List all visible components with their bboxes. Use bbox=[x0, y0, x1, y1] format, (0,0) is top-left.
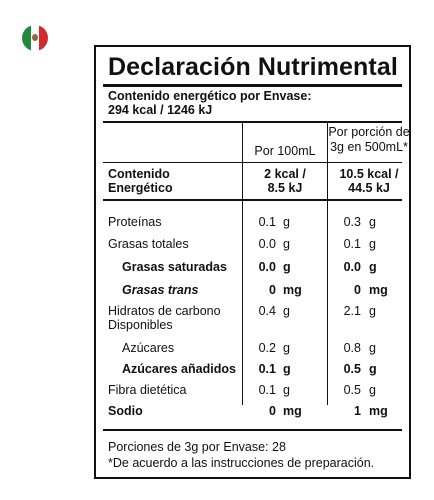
hidratos-portion: 2.1 bbox=[343, 304, 361, 318]
hidratos-per100: 0.4 bbox=[258, 304, 276, 318]
fibra-per100: 0.1 bbox=[258, 383, 276, 397]
nutrition-facts-label: Declaración Nutrimental Contenido energé… bbox=[94, 45, 411, 479]
azucares-anadidos-per100: 0.1 bbox=[258, 362, 276, 376]
energy-per100-line1: 2 kcal / bbox=[264, 167, 306, 181]
energy-divider bbox=[103, 199, 402, 201]
coat-of-arms-icon bbox=[31, 34, 38, 41]
grasas-trans-portion-unit: mg bbox=[369, 283, 388, 297]
grasas-totales-portion: 0.1 bbox=[343, 237, 361, 251]
header-divider bbox=[103, 121, 402, 123]
hidratos-per100-unit: g bbox=[283, 304, 290, 318]
nutrient-name-grasas-totales: Grasas totales bbox=[108, 237, 189, 251]
azucares-anadidos-per100-unit: g bbox=[283, 362, 291, 376]
colhead-divider bbox=[103, 162, 402, 163]
col-per100-header: Por 100mL bbox=[254, 144, 316, 158]
grasas-totales-portion-unit: g bbox=[369, 237, 376, 251]
proteinas-per100-unit: g bbox=[283, 215, 290, 229]
preparation-note: *De acuerdo a las instrucciones de prepa… bbox=[108, 456, 375, 470]
sodio-per100-unit: mg bbox=[283, 404, 302, 418]
energy-portion: 10.5 kcal / 44.5 kJ bbox=[328, 167, 410, 195]
energy-per-package-value: 294 kcal / 1246 kJ bbox=[108, 103, 213, 117]
fibra-portion: 0.5 bbox=[343, 383, 361, 397]
footnotes: Porciones de 3g por Envase: 28 *De acuer… bbox=[108, 439, 374, 471]
energy-per-package: Contenido energético por Envase: 294 kca… bbox=[108, 89, 312, 117]
hidratos-portion-unit: g bbox=[369, 304, 376, 318]
azucares-portion-unit: g bbox=[369, 341, 376, 355]
proteinas-portion: 0.3 bbox=[343, 215, 361, 229]
hidratos-name-line1: Hidratos de carbono bbox=[108, 304, 221, 318]
energy-per100-line2: 8.5 kJ bbox=[267, 181, 303, 195]
nutrient-name-azucares-anadidos: Azúcares añadidos bbox=[122, 362, 236, 376]
grasas-trans-per100-unit: mg bbox=[283, 283, 302, 297]
energy-label-line2: Energético bbox=[108, 181, 173, 195]
grasas-saturadas-per100: 0.0 bbox=[258, 260, 276, 274]
grasas-trans-per100: 0 bbox=[269, 283, 276, 297]
label-title: Declaración Nutrimental bbox=[108, 53, 398, 81]
footer-divider bbox=[103, 429, 402, 431]
sodio-per100: 0 bbox=[269, 404, 276, 418]
grasas-saturadas-per100-unit: g bbox=[283, 260, 291, 274]
grasas-trans-portion: 0 bbox=[354, 283, 361, 297]
title-divider bbox=[103, 84, 402, 87]
grasas-totales-per100-unit: g bbox=[283, 237, 290, 251]
sodio-portion: 1 bbox=[354, 404, 361, 418]
fibra-per100-unit: g bbox=[283, 383, 290, 397]
energy-row-label: Contenido Energético bbox=[108, 167, 173, 195]
col-portion-header: Por porción de 3g en 500mL* bbox=[328, 125, 410, 155]
grasas-totales-per100: 0.0 bbox=[258, 237, 276, 251]
grasas-saturadas-portion-unit: g bbox=[369, 260, 377, 274]
energy-portion-line2: 44.5 kJ bbox=[348, 181, 390, 195]
grasas-saturadas-portion: 0.0 bbox=[343, 260, 361, 274]
sodio-portion-unit: mg bbox=[369, 404, 388, 418]
azucares-portion: 0.8 bbox=[343, 341, 361, 355]
nutrient-name-azucares: Azúcares bbox=[122, 341, 175, 355]
column-divider-1 bbox=[242, 123, 243, 405]
azucares-per100-unit: g bbox=[283, 341, 290, 355]
energy-portion-line1: 10.5 kcal / bbox=[339, 167, 399, 181]
nutrient-name-sodio: Sodio bbox=[108, 404, 143, 418]
proteinas-per100: 0.1 bbox=[258, 215, 276, 229]
col-portion-header-line2: 3g en 500mL* bbox=[330, 140, 408, 154]
energy-per-package-label: Contenido energético por Envase: bbox=[108, 89, 312, 103]
energy-per100: 2 kcal / 8.5 kJ bbox=[243, 167, 327, 195]
col-portion-header-line1: Por porción de bbox=[328, 125, 410, 139]
proteinas-portion-unit: g bbox=[369, 215, 376, 229]
servings-per-package: Porciones de 3g por Envase: 28 bbox=[108, 440, 286, 454]
azucares-anadidos-portion: 0.5 bbox=[343, 362, 361, 376]
nutrient-name-fibra: Fibra dietética bbox=[108, 383, 187, 397]
nutrient-name-grasas-trans: Grasas trans bbox=[122, 283, 199, 297]
nutrient-name-proteinas: Proteínas bbox=[108, 215, 162, 229]
hidratos-name-line2: Disponibles bbox=[108, 318, 173, 332]
energy-label-line1: Contenido bbox=[108, 167, 170, 181]
column-divider-2 bbox=[327, 123, 328, 405]
fibra-portion-unit: g bbox=[369, 383, 376, 397]
nutrient-name-grasas-saturadas: Grasas saturadas bbox=[122, 260, 227, 274]
mexico-flag-icon bbox=[22, 25, 48, 51]
nutrient-name-hidratos: Hidratos de carbono Disponibles bbox=[108, 304, 221, 332]
azucares-anadidos-portion-unit: g bbox=[369, 362, 377, 376]
azucares-per100: 0.2 bbox=[258, 341, 276, 355]
